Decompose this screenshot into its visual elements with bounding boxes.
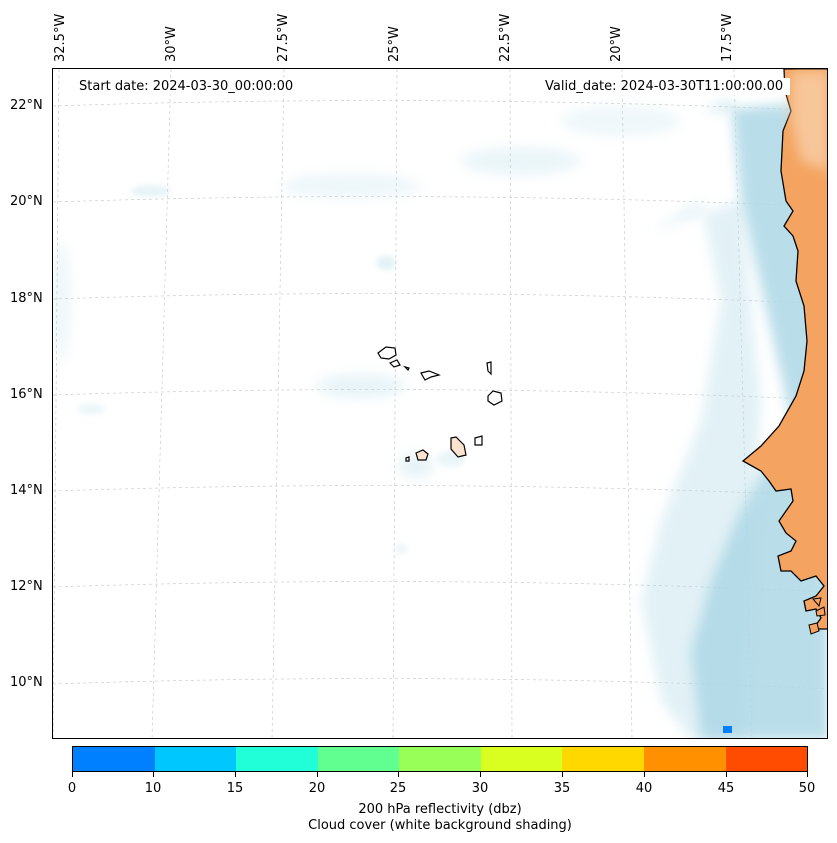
lat-label-18n: 18°N: [10, 291, 43, 306]
lon-label-30w: 30°W: [164, 26, 179, 62]
meridian-22-5w: [509, 69, 513, 738]
island-sao-vicente: [388, 359, 401, 368]
cloud-cover: [53, 101, 827, 738]
island-santa-luzia: [403, 365, 410, 372]
parallel-12n: [53, 581, 827, 593]
colorbar-segment-10-15: [154, 747, 237, 771]
meridian-32-5w: [53, 69, 60, 738]
valid-date-label: Valid_date: 2024-03-30T11:00:00.00: [538, 78, 791, 95]
colorbar-tick-label: 25: [389, 781, 407, 796]
lon-label-22-5w: 22.5°W: [498, 13, 513, 62]
meridian-30w: [151, 69, 172, 738]
meridian-25w: [392, 69, 398, 738]
cloud-patch-small-2: [77, 404, 105, 414]
lon-label-32-5w: 32.5°W: [53, 13, 68, 62]
colorbar-segment-25-30: [399, 747, 481, 771]
island-brava: [405, 456, 410, 462]
colorbar-segment-40-45: [643, 747, 726, 771]
island-sal: [486, 361, 492, 376]
parallel-10n: [53, 678, 827, 690]
colorbar-tick-label: 40: [635, 781, 653, 796]
lon-label-20w: 20°W: [609, 26, 624, 62]
cloud-patch-islands-2: [398, 454, 434, 478]
colorbar-segment-15-20: [236, 747, 318, 771]
start-date-label: Start date: 2024-03-30_00:00:00: [72, 78, 301, 95]
colorbar-tick: [480, 772, 481, 777]
colorbar-tick: [562, 772, 563, 777]
colorbar-tick-label: 20: [308, 781, 326, 796]
colorbar-tick-label: 50: [798, 781, 816, 796]
cloud-patch-northeast: [561, 106, 681, 136]
colorbar-tick-label: 10: [144, 781, 162, 796]
cape-verde-islands: [377, 346, 503, 462]
island-sao-nicolau: [420, 370, 441, 381]
lat-label-12n: 12°N: [10, 579, 43, 594]
coastal-cloud-band-outer: [641, 201, 761, 738]
colorbar-tick: [644, 772, 645, 777]
parallel-14n: [53, 485, 827, 497]
colorbar-tick: [398, 772, 399, 777]
colorbar-tick: [726, 772, 727, 777]
colorbar-segment-0-10: [73, 747, 155, 771]
lon-label-25w: 25°W: [387, 26, 402, 62]
cloud-patch-small-1: [376, 256, 396, 270]
cloud-patch-west-edge: [53, 241, 71, 361]
lon-label-27-5w: 27.5°W: [276, 13, 291, 62]
colorbar-segment-35-40: [562, 747, 644, 771]
lat-label-20n: 20°N: [10, 194, 43, 209]
reflectivity-echo: [723, 726, 732, 733]
island-santo-antao: [377, 346, 397, 360]
lat-label-16n: 16°N: [10, 387, 43, 402]
parallel-20n: [53, 196, 827, 208]
lon-label-17-5w: 17.5°W: [720, 13, 735, 62]
island-maio: [474, 435, 483, 446]
parallel-18n: [53, 293, 827, 305]
colorbar-tick-label: 0: [67, 781, 77, 796]
colorbar-tick-label: 30: [471, 781, 489, 796]
reflectivity-colorbar: [72, 746, 808, 772]
colorbar-segment-45-50: [725, 747, 808, 771]
colorbar-tick: [72, 772, 73, 777]
cloud-patch-islands-1: [316, 374, 406, 398]
colorbar-tick-label: 45: [717, 781, 735, 796]
colorbar-tick-label: 35: [553, 781, 571, 796]
parallel-22n: [53, 100, 827, 112]
colorbar-tick: [807, 772, 808, 777]
colorbar-subtitle: Cloud cover (white background shading): [308, 818, 572, 833]
colorbar-segment-20-25: [317, 747, 400, 771]
sahara-light-shading: [791, 71, 827, 171]
meridian-27-5w: [271, 69, 285, 738]
colorbar-tick: [235, 772, 236, 777]
lat-label-10n: 10°N: [10, 675, 43, 690]
colorbar-title: 200 hPa reflectivity (dbz): [358, 802, 522, 817]
meridian-20w: [621, 69, 633, 738]
colorbar-tick: [153, 772, 154, 777]
cloud-patch-north: [461, 147, 581, 175]
colorbar-tick: [317, 772, 318, 777]
cloud-patch-small-3: [395, 544, 407, 554]
colorbar-segment-30-35: [480, 747, 563, 771]
cloud-patch-west: [131, 185, 171, 197]
west-africa-land: [741, 69, 827, 630]
lat-label-14n: 14°N: [10, 483, 43, 498]
map-panel[interactable]: Start date: 2024-03-30_00:00:00 Valid_da…: [52, 68, 828, 739]
colorbar-tick-label: 15: [226, 781, 244, 796]
cloud-patch-northwest: [281, 174, 421, 198]
island-santiago: [450, 436, 467, 458]
island-fogo: [415, 449, 429, 461]
bijagos-islands: [808, 597, 826, 635]
lat-label-22n: 22°N: [10, 98, 43, 113]
island-boa-vista: [487, 390, 503, 406]
parallel-16n: [53, 389, 827, 401]
